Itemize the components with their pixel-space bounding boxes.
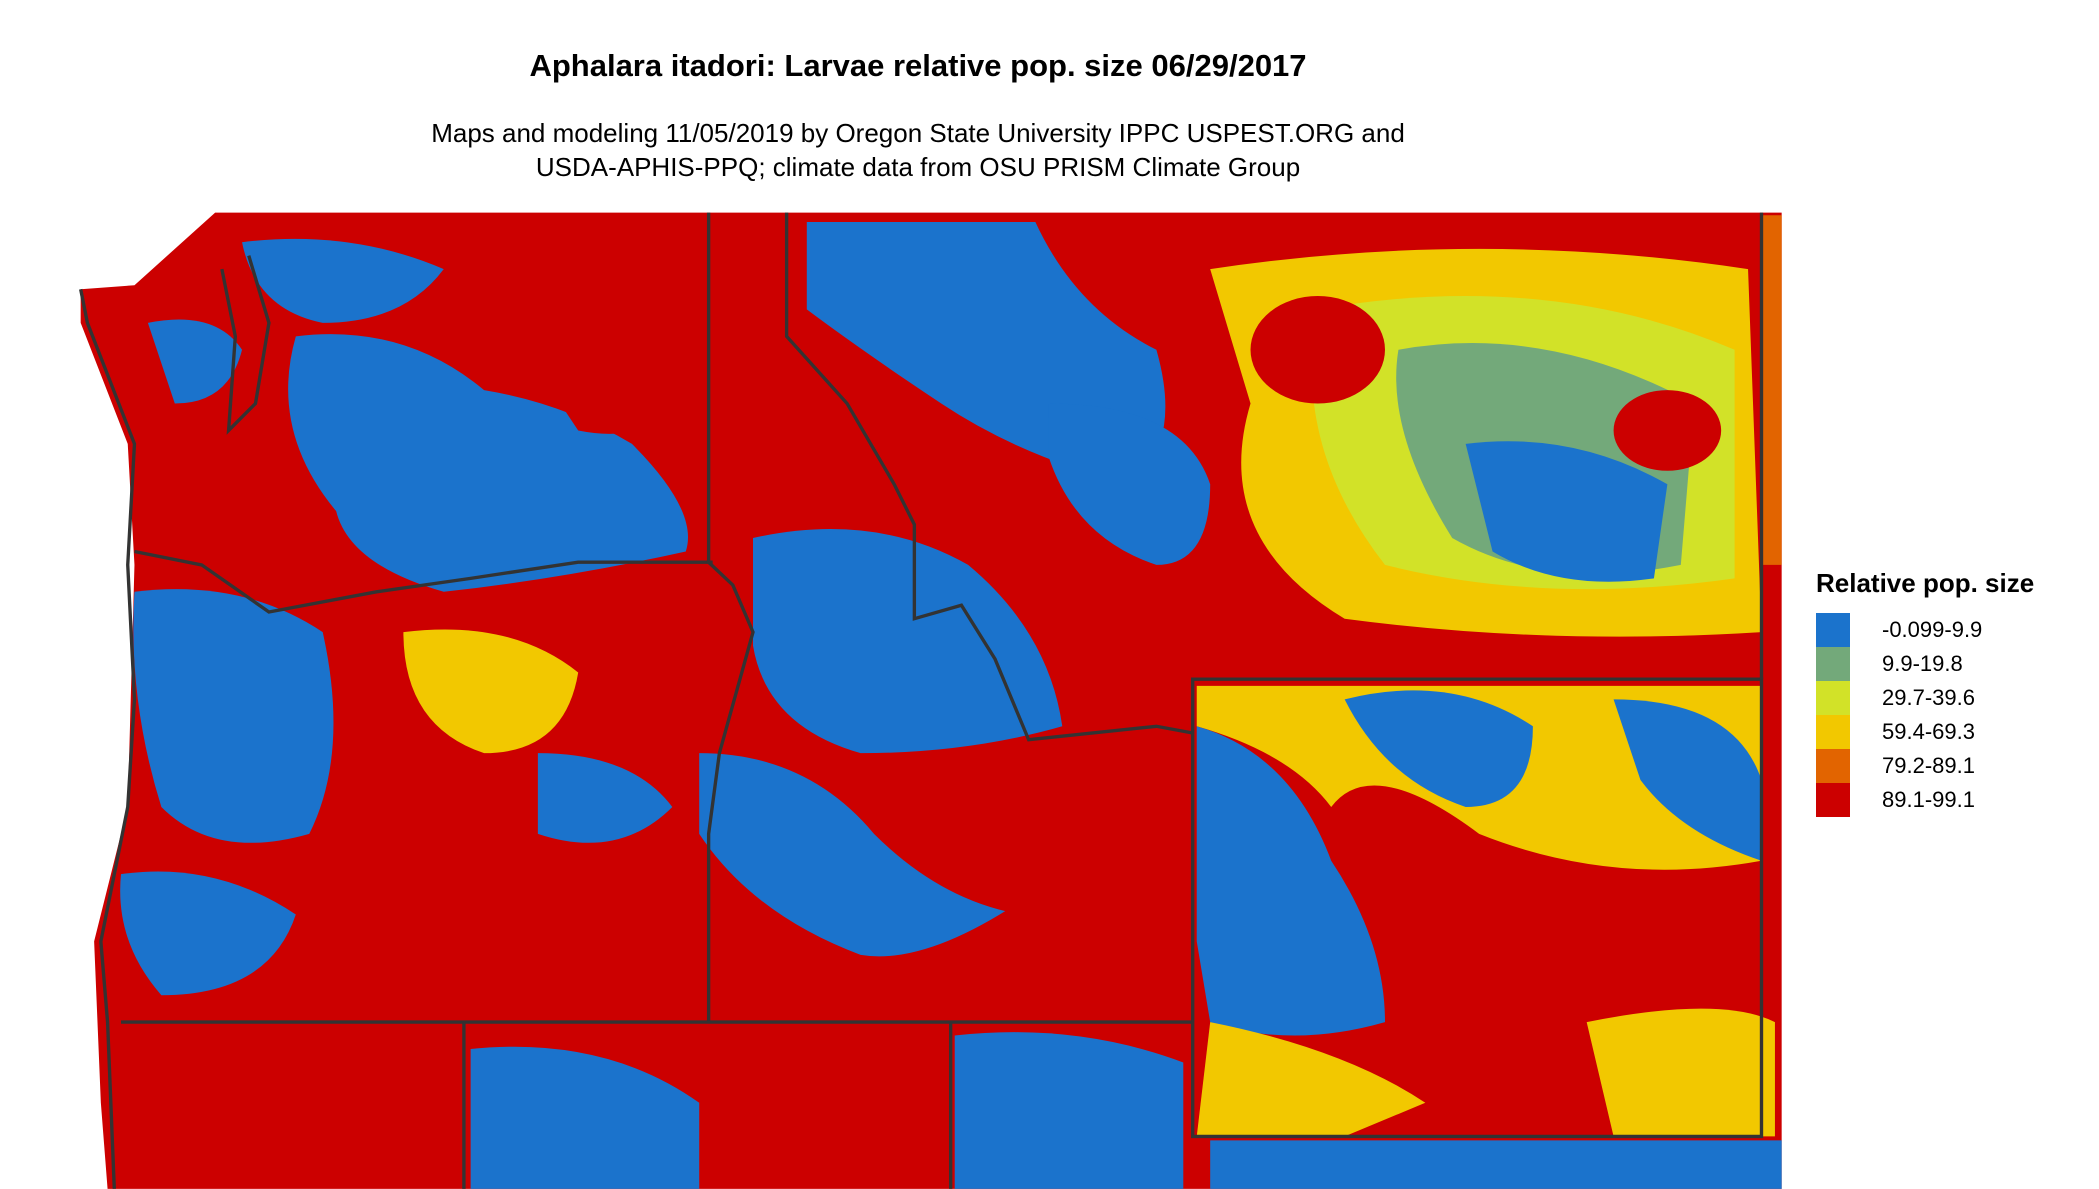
- coastline: [79, 288, 137, 1189]
- legend-label: 29.7-39.6: [1882, 685, 1975, 710]
- state-boundaries: [79, 212, 1764, 1189]
- legend-item: 59.4-69.3: [1816, 715, 2034, 749]
- legend-item: 89.1-99.1: [1816, 783, 2034, 817]
- legend-label: 59.4-69.3: [1882, 719, 1975, 744]
- subtitle-line-1: Maps and modeling 11/05/2019 by Oregon S…: [431, 118, 1405, 148]
- map-title: Aphalara itadori: Larvae relative pop. s…: [529, 48, 1307, 83]
- wa-or-border: [134, 549, 713, 614]
- legend-swatch: [1816, 681, 1850, 715]
- legend-label: 9.9-19.8: [1882, 651, 1963, 676]
- legend-swatch: [1816, 749, 1850, 783]
- legend-label: 89.1-99.1: [1882, 787, 1975, 812]
- legend-label: 79.2-89.1: [1882, 753, 1975, 778]
- id-west-border: [706, 212, 755, 1023]
- puget-sound: [220, 255, 271, 435]
- legend-swatch: [1816, 783, 1850, 817]
- legend-swatch: [1816, 647, 1850, 681]
- subtitle-line-2: USDA-APHIS-PPQ; climate data from OSU PR…: [535, 152, 1301, 182]
- legend-title: Relative pop. size: [1816, 568, 2035, 598]
- legend-swatch: [1816, 613, 1850, 647]
- raster-layer: [80, 212, 1782, 1189]
- legend: Relative pop. size -0.099-9.9 9.9-19.8 29.…: [1816, 568, 2034, 817]
- legend-item: 29.7-39.6: [1816, 681, 2034, 715]
- legend-item: -0.099-9.9: [1816, 613, 2034, 647]
- legend-item: 79.2-89.1: [1816, 749, 2034, 783]
- legend-label: -0.099-9.9: [1882, 617, 1983, 642]
- legend-swatch: [1816, 715, 1850, 749]
- legend-item: 9.9-19.8: [1816, 647, 2034, 681]
- wy-border: [1191, 677, 1764, 1139]
- id-mt-border: [784, 212, 1194, 742]
